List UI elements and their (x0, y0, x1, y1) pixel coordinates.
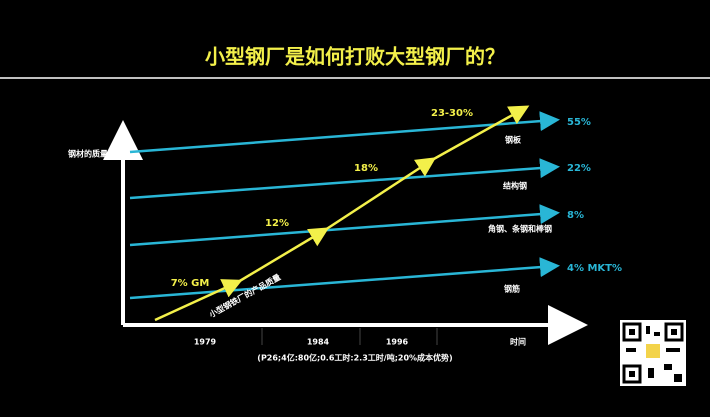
y-label: 钢材的质量 (68, 149, 108, 159)
segment-line (129, 204, 560, 247)
qr-code (620, 320, 686, 386)
segment-share: 4% MKT% (567, 263, 622, 274)
margin-label: 23-30% (431, 108, 473, 119)
segment-name: 钢板 (505, 135, 522, 145)
entrant-line (431, 105, 530, 162)
x-label: 1996 (386, 338, 409, 347)
entrant-line (154, 279, 243, 322)
segment-name: 结构钢 (503, 181, 527, 191)
margin-label: 18% (354, 163, 378, 174)
segment-share: 22% (567, 163, 591, 174)
x-label: 时间 (510, 337, 526, 347)
margin-label: 12% (265, 218, 289, 229)
segment-share: 55% (567, 117, 591, 128)
segment-share: 8% (567, 210, 584, 221)
segment-line (129, 257, 560, 300)
entrant-line (324, 157, 437, 232)
segment-line (129, 158, 560, 200)
x-label: 1984 (307, 338, 330, 347)
entrant-line (237, 227, 330, 284)
footnote: (P26;4亿:80亿;0.6工时:2.3工时/吨;20%成本优势) (257, 353, 452, 363)
segment-line (129, 111, 560, 154)
lines (103, 105, 588, 345)
segment-name: 钢筋 (504, 284, 520, 294)
margin-label: 7% GM (171, 278, 210, 289)
segment-name: 角钢、条钢和棒钢 (488, 224, 552, 234)
x-label: 1979 (194, 338, 217, 347)
title: 小型钢厂是如何打败大型钢厂的？ (205, 45, 505, 69)
